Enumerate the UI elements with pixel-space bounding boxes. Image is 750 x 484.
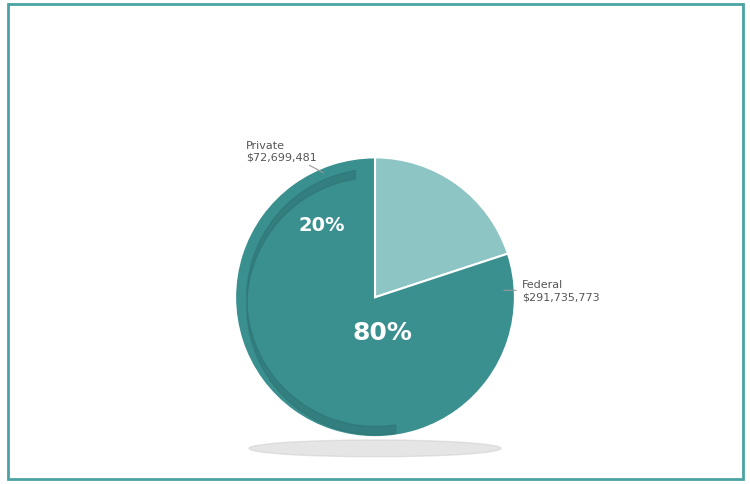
Text: Number of Projects: 1,360: Number of Projects: 1,360	[277, 92, 473, 105]
Wedge shape	[235, 158, 515, 437]
Text: 80%: 80%	[352, 320, 412, 345]
Text: 20%: 20%	[298, 215, 345, 235]
Ellipse shape	[249, 440, 501, 457]
Text: Private
$72,699,481: Private $72,699,481	[246, 140, 323, 173]
Wedge shape	[375, 158, 508, 298]
Text: Federal vs. Private Funding for ASD Research: Federal vs. Private Funding for ASD Rese…	[204, 50, 546, 62]
Text: 2016: 2016	[350, 25, 400, 43]
Text: Federal
$291,735,773: Federal $291,735,773	[504, 280, 599, 302]
Text: Total Funding: $364,435,254: Total Funding: $364,435,254	[268, 71, 482, 84]
